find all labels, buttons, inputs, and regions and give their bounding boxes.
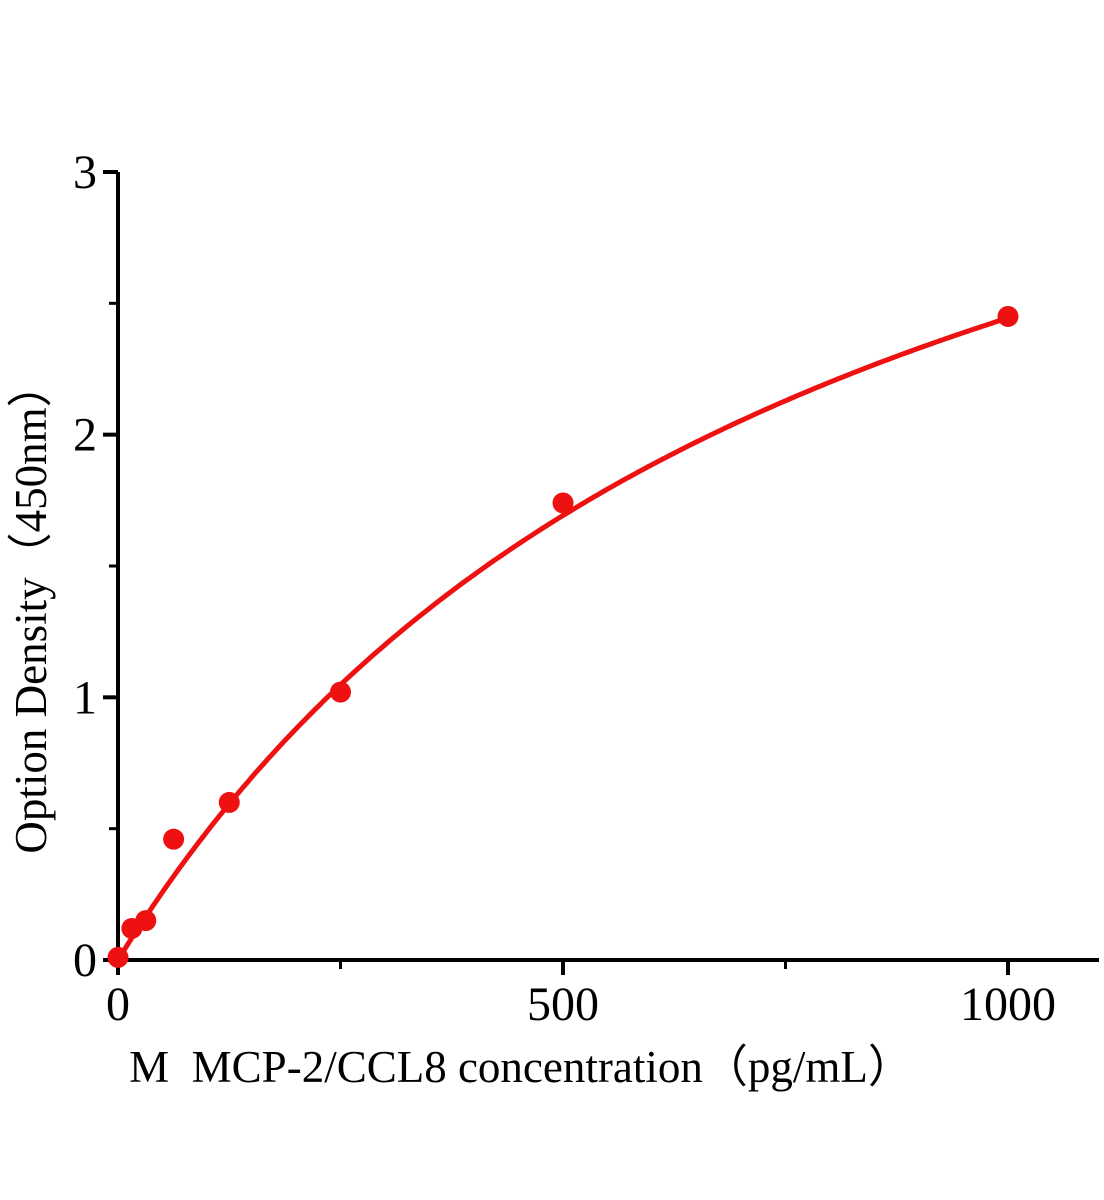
data-point [163, 828, 185, 850]
series-layer [107, 305, 1019, 968]
fit-curve [115, 315, 1011, 963]
x-tick-label: 500 [527, 978, 599, 1031]
data-point [218, 791, 240, 813]
axes-layer [103, 169, 1099, 975]
data-point [997, 305, 1019, 327]
x-tick-label: 0 [106, 978, 130, 1031]
y-tick-label: 2 [73, 409, 97, 462]
data-point [107, 946, 129, 968]
data-point [330, 681, 351, 703]
data-point [135, 910, 157, 932]
x-tick-label: 1000 [960, 978, 1056, 1031]
y-axis-title: Option Density（450nm） [6, 362, 56, 853]
y-tick-label: 3 [73, 146, 97, 199]
y-tick-label: 0 [73, 934, 97, 987]
y-tick-label: 1 [73, 671, 97, 724]
data-point [552, 492, 574, 514]
x-axis-title: M MCP-2/CCL8 concentration（pg/mL） [129, 1042, 913, 1092]
tick-labels-layer: 0 500 1000 0 1 2 3 [73, 146, 1056, 1031]
